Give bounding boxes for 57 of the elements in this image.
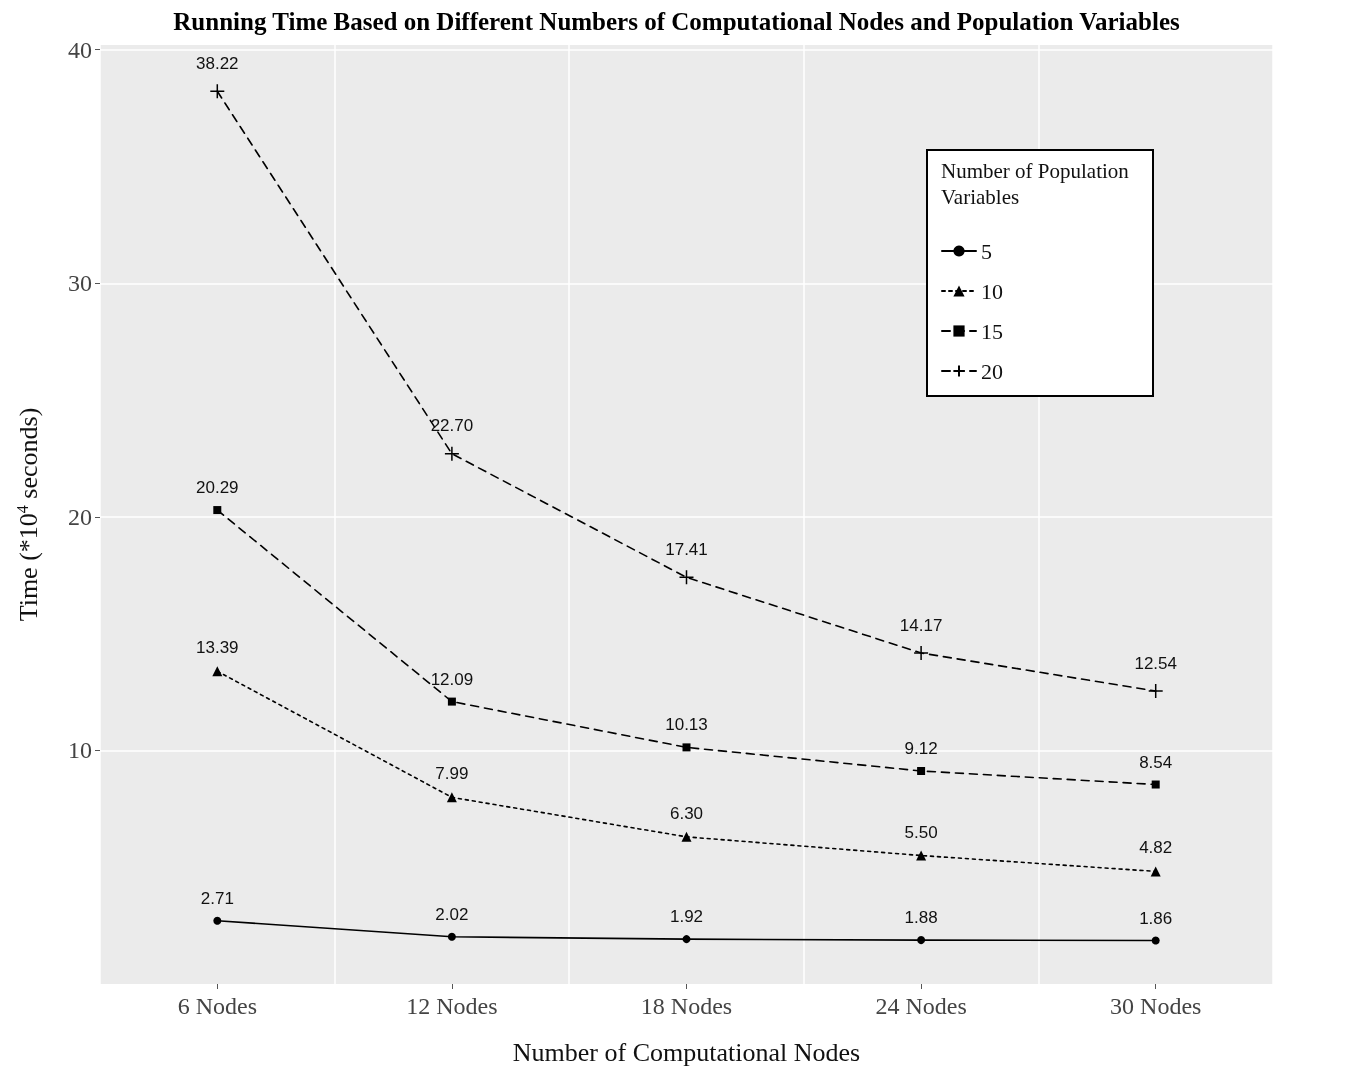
data-label: 7.99: [435, 764, 469, 784]
x-tick-label: 30 Nodes: [1110, 993, 1202, 1019]
y-tick-label: 10: [68, 737, 92, 764]
data-label: 12.54: [1134, 653, 1177, 673]
y-axis-title: Time (*104 seconds): [13, 407, 43, 622]
data-label: 12.09: [430, 669, 474, 689]
data-label: 6.30: [669, 803, 704, 823]
data-label: 1.86: [1139, 908, 1173, 928]
data-label: 22.70: [430, 416, 474, 436]
legend-label: 5: [981, 238, 992, 264]
x-tick-label: 18 Nodes: [640, 993, 733, 1019]
point: [917, 766, 926, 775]
y-tick-label: 30: [68, 270, 92, 297]
data-label: 8.54: [1139, 752, 1173, 772]
data-label: 1.92: [669, 907, 704, 927]
point: [212, 666, 223, 677]
data-label: 5.50: [904, 822, 938, 842]
y-tick-label: 20: [68, 503, 92, 530]
point: [444, 446, 460, 462]
data-label: 4.82: [1139, 838, 1173, 858]
point: [681, 831, 692, 842]
point: [213, 916, 222, 925]
legend-title: Number of Population Variables: [941, 159, 1135, 209]
data-label: 20.29: [196, 478, 239, 498]
data-label: 14.17: [899, 615, 943, 635]
data-label: 1.88: [904, 908, 938, 928]
point: [917, 936, 926, 945]
chart-title: Running Time Based on Different Numbers of Computational Nodes and Population Variables: [173, 8, 1180, 35]
point: [447, 932, 456, 941]
data-label: 38.22: [196, 53, 239, 73]
data-label: 2.71: [200, 888, 234, 908]
point: [447, 697, 456, 706]
point: [213, 506, 222, 515]
point: [1147, 683, 1164, 699]
point: [682, 743, 691, 752]
point: [1150, 866, 1161, 877]
legend-label: 20: [981, 358, 1003, 384]
point: [1151, 780, 1160, 789]
legend-label: 15: [981, 318, 1003, 344]
data-label: 2.02: [435, 904, 469, 924]
x-axis-title: Number of Computational Nodes: [512, 1037, 861, 1067]
data-label: 17.41: [665, 539, 708, 559]
point: [209, 83, 226, 99]
data-label: 10.13: [665, 715, 708, 735]
data-label: 13.39: [196, 638, 239, 658]
point: [1151, 936, 1160, 945]
y-tick-label: 40: [68, 36, 92, 63]
point: [913, 645, 929, 661]
x-tick-label: 6 Nodes: [177, 993, 257, 1019]
point: [682, 935, 691, 944]
data-label: 9.12: [904, 738, 938, 758]
point: [916, 850, 927, 861]
x-tick-label: 12 Nodes: [406, 993, 498, 1019]
x-tick-label: 24 Nodes: [875, 993, 967, 1019]
point: [678, 569, 695, 586]
legend-label: 10: [981, 278, 1003, 304]
point: [446, 792, 457, 803]
